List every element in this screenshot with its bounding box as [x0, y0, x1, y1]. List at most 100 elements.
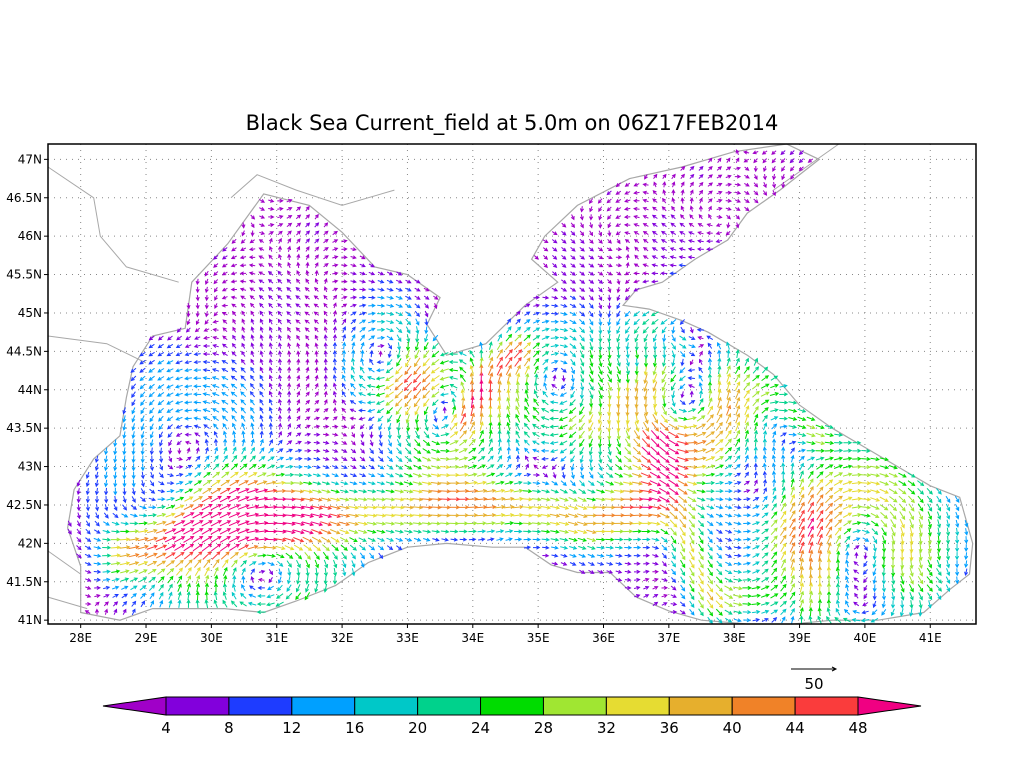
current-arrow	[497, 404, 502, 416]
current-arrow	[296, 238, 301, 244]
current-arrow	[320, 521, 333, 527]
current-arrow	[679, 231, 686, 235]
current-arrow	[525, 372, 530, 383]
current-arrow	[615, 190, 622, 195]
current-arrow	[717, 372, 722, 383]
current-arrow	[891, 584, 896, 593]
current-arrow	[570, 455, 576, 463]
current-arrow	[861, 529, 871, 534]
current-arrow	[496, 348, 503, 359]
current-arrow	[935, 576, 943, 584]
current-arrow	[164, 536, 177, 543]
current-arrow	[936, 592, 942, 601]
current-arrow	[809, 590, 814, 601]
current-arrow	[312, 489, 323, 494]
current-arrow	[237, 496, 250, 502]
current-arrow	[789, 509, 796, 521]
current-arrow	[561, 238, 567, 244]
current-arrow	[239, 287, 247, 292]
current-arrow	[706, 489, 715, 494]
current-arrow	[598, 302, 603, 310]
current-arrow	[268, 406, 273, 414]
current-arrow	[725, 206, 732, 211]
current-arrow	[815, 432, 826, 438]
current-arrow	[642, 553, 650, 558]
current-arrow	[467, 480, 478, 485]
current-arrow	[770, 519, 778, 527]
current-arrow	[689, 592, 695, 601]
current-arrow	[589, 230, 594, 237]
current-arrow	[193, 392, 202, 397]
current-arrow	[533, 398, 539, 407]
current-arrow	[568, 431, 577, 439]
current-arrow	[386, 456, 394, 463]
current-arrow	[824, 448, 835, 453]
current-arrow	[368, 327, 376, 332]
current-arrow	[706, 223, 713, 228]
current-arrow	[304, 286, 310, 292]
current-arrow	[815, 441, 826, 446]
current-arrow	[708, 389, 713, 399]
current-arrow	[248, 463, 257, 470]
current-arrow	[598, 446, 603, 456]
current-arrow	[533, 472, 541, 478]
current-arrow	[405, 279, 412, 284]
current-arrow	[733, 569, 743, 574]
current-arrow	[203, 471, 211, 478]
current-arrow	[598, 334, 603, 343]
current-arrow	[579, 255, 586, 260]
current-arrow	[688, 222, 695, 228]
current-arrow	[313, 295, 320, 300]
current-arrow	[670, 366, 676, 375]
current-arrow	[559, 448, 567, 454]
current-arrow	[899, 608, 904, 617]
current-arrow	[305, 238, 311, 244]
current-arrow	[687, 416, 697, 421]
current-arrow	[632, 464, 643, 470]
current-arrow	[668, 439, 680, 447]
current-arrow	[259, 447, 265, 454]
current-arrow	[184, 352, 192, 357]
current-arrow	[651, 537, 660, 542]
current-arrow	[168, 456, 173, 463]
current-arrow	[287, 334, 292, 341]
current-arrow	[283, 489, 296, 494]
current-arrow	[598, 349, 603, 360]
current-arrow	[550, 497, 560, 502]
current-arrow	[799, 541, 805, 553]
current-arrow	[860, 497, 872, 502]
current-arrow	[680, 593, 686, 600]
current-arrow	[237, 488, 250, 494]
current-arrow	[440, 521, 451, 526]
current-arrow	[579, 319, 586, 325]
current-arrow	[166, 352, 174, 357]
current-arrow	[386, 359, 393, 366]
current-arrow	[697, 406, 705, 414]
current-arrow	[240, 406, 246, 414]
current-arrow	[175, 416, 183, 421]
current-arrow	[358, 529, 368, 534]
current-arrow	[643, 342, 648, 351]
lon-tick-label: 36E	[592, 631, 615, 645]
current-arrow	[927, 551, 932, 561]
current-arrow	[421, 505, 433, 510]
current-arrow	[396, 350, 401, 359]
current-arrow	[250, 438, 255, 447]
current-arrow	[898, 480, 907, 486]
current-arrow	[330, 529, 341, 535]
current-arrow	[872, 543, 877, 553]
current-arrow	[228, 536, 241, 543]
current-arrow	[228, 520, 241, 527]
current-arrow	[835, 599, 840, 608]
current-arrow	[781, 454, 786, 463]
current-arrow	[128, 537, 140, 542]
current-arrow	[689, 214, 694, 220]
current-arrow	[85, 504, 90, 512]
current-arrow	[909, 518, 914, 529]
current-arrow	[230, 367, 238, 373]
current-arrow	[173, 528, 186, 535]
current-arrow	[332, 318, 337, 325]
current-arrow	[634, 381, 639, 393]
current-arrow	[285, 552, 294, 559]
current-arrow	[725, 521, 733, 526]
